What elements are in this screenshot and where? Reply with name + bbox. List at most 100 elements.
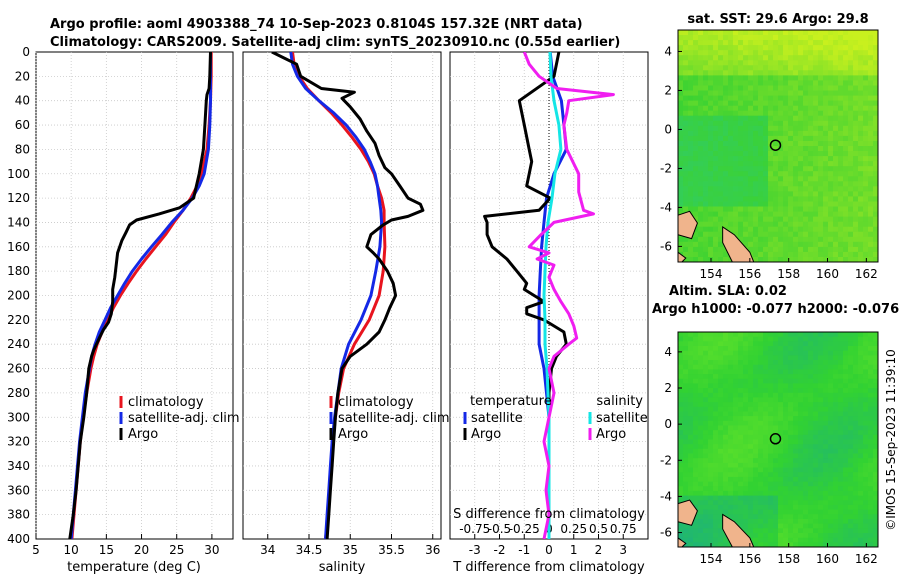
series-line-argo [68, 52, 212, 539]
map-cell [678, 146, 684, 152]
map-cell [853, 369, 859, 375]
map-cell [828, 458, 834, 464]
map-cell [833, 156, 839, 162]
map-cell [838, 364, 844, 370]
map-cell [708, 490, 714, 496]
map-cell [788, 533, 794, 539]
map-cell [843, 211, 849, 217]
map-cell [838, 125, 844, 132]
map-cell [728, 406, 734, 412]
map-cell [803, 504, 809, 510]
map-cell [818, 125, 824, 132]
map-cell [728, 151, 734, 157]
map-cell [708, 156, 714, 162]
map-cell [738, 411, 744, 417]
map-cell [853, 65, 859, 71]
map-cell [858, 196, 864, 202]
map-cell [788, 462, 794, 468]
map-cell [688, 336, 694, 342]
map-cell [708, 95, 714, 101]
map-cell [793, 85, 799, 91]
map-cell [753, 110, 759, 117]
map-cell [778, 50, 784, 56]
map-cell [863, 95, 869, 101]
map-cell [728, 90, 734, 96]
map-cell [783, 346, 789, 352]
map-cell [853, 462, 859, 468]
map-cell [758, 176, 764, 182]
map-cell [778, 166, 784, 172]
map-cell [758, 439, 764, 445]
map-cell [733, 196, 739, 202]
map-cell [853, 355, 859, 361]
map-cell [828, 430, 834, 436]
map-cell [788, 236, 794, 243]
map-cell [798, 151, 804, 157]
map-cell [848, 161, 854, 167]
map-cell [798, 75, 804, 81]
map-cell [848, 40, 854, 46]
map-cell [818, 406, 824, 412]
map-cell [868, 206, 874, 212]
map-cell [723, 181, 729, 187]
map-cell [783, 467, 789, 473]
map-cell [773, 130, 779, 137]
map-cell [693, 60, 699, 66]
map-cell [783, 156, 789, 162]
map-cell [803, 509, 809, 515]
map-cell [773, 448, 779, 454]
map-cell [803, 523, 809, 529]
map-cell [838, 509, 844, 515]
map-cell [768, 90, 774, 96]
map-cell [778, 392, 784, 398]
map-cell [798, 472, 804, 478]
map-cell [843, 416, 849, 422]
map-cell [848, 95, 854, 101]
map-cell [773, 519, 779, 525]
map-cell [818, 246, 824, 253]
map-cell [803, 476, 809, 482]
map-cell [843, 231, 849, 238]
map-cell [843, 542, 849, 548]
map-cell [793, 35, 799, 41]
map-cell [873, 378, 879, 384]
map-cell [698, 95, 704, 101]
map-cell [808, 411, 814, 417]
map-cell [703, 514, 709, 520]
map-cell [758, 467, 764, 473]
map-cell [693, 458, 699, 464]
map-cell [703, 146, 709, 152]
depth-tick-label: 160 [7, 240, 30, 254]
map-cell [748, 191, 754, 197]
map-cell [828, 191, 834, 197]
map-cell [703, 519, 709, 525]
map-cell [813, 434, 819, 440]
map-cell [768, 130, 774, 137]
map-cell [728, 75, 734, 81]
argo-position-marker [769, 139, 782, 151]
map-cell [693, 425, 699, 431]
map-cell [808, 70, 814, 76]
map-cell [788, 151, 794, 157]
map-cell [723, 50, 729, 56]
map-cell [793, 191, 799, 197]
map-cell [693, 388, 699, 394]
map-cell [873, 211, 879, 217]
map-cell [698, 341, 704, 347]
map-cell [873, 110, 879, 117]
map-cell [768, 500, 774, 506]
map-cell [813, 125, 819, 132]
map-cell [713, 70, 719, 76]
map-cell [778, 462, 784, 468]
map-cell [743, 45, 749, 51]
map-cell [873, 332, 879, 338]
map-cell [818, 50, 824, 56]
map-cell [833, 453, 839, 459]
map-cell [788, 35, 794, 41]
map-cell [708, 45, 714, 51]
map-cell [798, 374, 804, 380]
map-cell [858, 80, 864, 86]
map-cell [723, 495, 729, 501]
map-cell [753, 374, 759, 380]
map-cell [733, 481, 739, 487]
